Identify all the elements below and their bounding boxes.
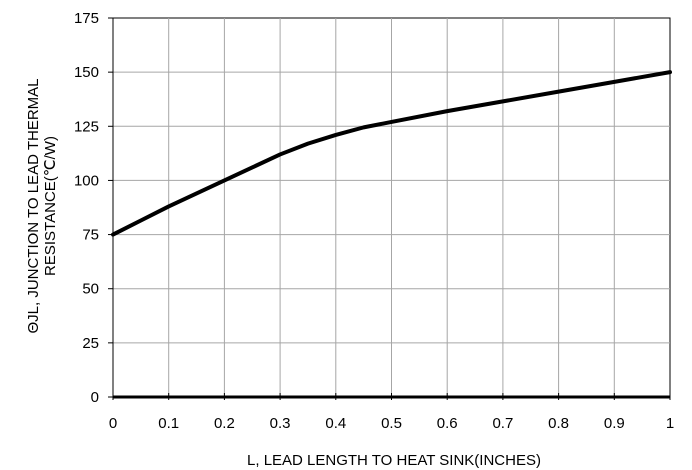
- y-tick-label: 50: [82, 281, 99, 298]
- x-axis-ticks: 0 0.1 0.2 0.3 0.4 0.5 0.6 0.7 0.8 0.9 1: [109, 393, 674, 432]
- y-tick-label: 0: [91, 389, 99, 406]
- series-line: [111, 70, 672, 237]
- x-tick-label: 0.6: [437, 415, 458, 432]
- y-tick-label: 125: [74, 118, 99, 135]
- x-tick-label: 0.5: [381, 415, 402, 432]
- x-tick-label: 0.8: [548, 415, 569, 432]
- x-tick-label: 0.9: [604, 415, 625, 432]
- x-tick-label: 0.1: [158, 415, 179, 432]
- x-tick-label: 0: [109, 415, 117, 432]
- y-tick-label: 150: [74, 64, 99, 81]
- y-axis-title-line-2: RESISTANCE(℃/W): [42, 136, 59, 276]
- x-tick-label: 0.3: [270, 415, 291, 432]
- y-tick-label: 25: [82, 335, 99, 352]
- grid-lines: [113, 18, 670, 397]
- x-axis-title: L, LEAD LENGTH TO HEAT SINK(INCHES): [247, 452, 541, 469]
- x-tick-label: 0.2: [214, 415, 235, 432]
- y-axis-title-line-1: ΘJL, JUNCTION TO LEAD THERMAL: [25, 78, 42, 333]
- x-tick-label: 0.7: [492, 415, 513, 432]
- y-tick-label: 175: [74, 10, 99, 27]
- x-tick-label: 1: [666, 415, 674, 432]
- x-tick-label: 0.4: [325, 415, 346, 432]
- y-tick-label: 100: [74, 172, 99, 189]
- y-axis-ticks: 0 25 50 75 100 125 150 175: [74, 10, 113, 406]
- y-tick-label: 75: [82, 227, 99, 244]
